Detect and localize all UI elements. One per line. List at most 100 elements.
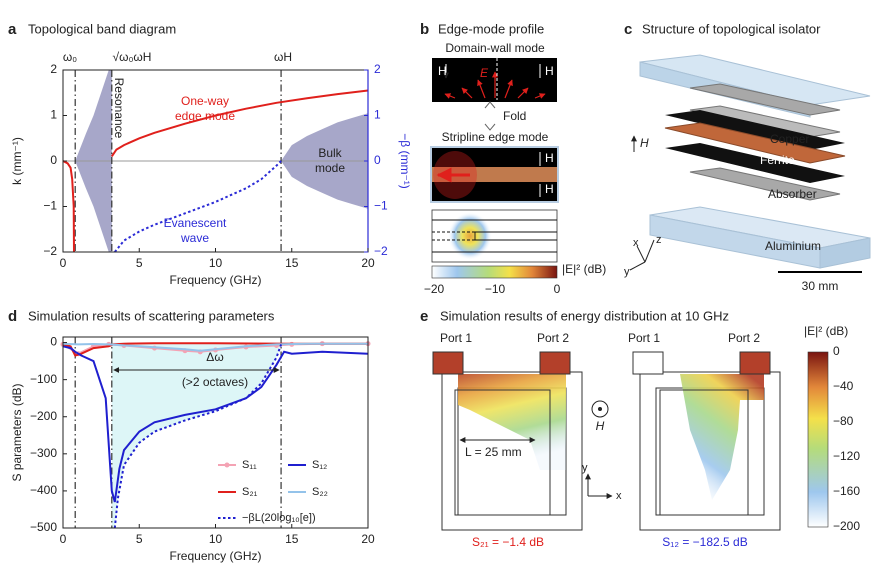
annotation: wave	[180, 231, 209, 245]
colorbar	[431, 265, 558, 279]
y-tick-label: −300	[30, 446, 57, 460]
inner-outline	[659, 389, 749, 516]
y-axis-label: S parameters (dB)	[10, 383, 24, 481]
axis-label: y	[582, 462, 588, 474]
axes-icon	[585, 473, 613, 499]
y2-tick-label: 1	[374, 108, 381, 122]
length-label: L = 25 mm	[465, 445, 522, 459]
ferrite	[665, 143, 845, 183]
panel-title: Structure of topological isolator	[642, 21, 821, 36]
series-line	[113, 344, 283, 529]
port	[632, 351, 664, 375]
h-symbol	[591, 400, 609, 418]
chart-title: Simulation results of scattering paramet…	[28, 308, 275, 323]
series-line	[62, 345, 369, 503]
h-label: H	[545, 151, 554, 165]
e-label: E	[480, 66, 489, 80]
x-axis-label: Frequency (GHz)	[169, 273, 261, 287]
panel-letter: b	[420, 21, 429, 38]
panel-letter: d	[8, 308, 17, 325]
annotation: ω₀	[63, 50, 77, 64]
x-tick-label: 5	[136, 532, 143, 546]
field-map	[680, 374, 764, 500]
copper	[664, 122, 846, 164]
port-label: Port 1	[440, 331, 472, 345]
panel-title: Simulation results of energy distributio…	[440, 308, 729, 323]
layer-label: Aluminium	[765, 239, 821, 253]
annotation: mode	[315, 161, 345, 175]
y2-tick-label: 0	[374, 153, 381, 167]
x-tick-label: 15	[285, 532, 299, 546]
label: Stripline edge mode	[442, 130, 549, 144]
y2-tick-label: −1	[374, 199, 388, 213]
caption: S₁₂ = −182.5 dB	[662, 535, 747, 549]
colorbar-tick: −80	[833, 414, 854, 428]
x-tick-label: 20	[361, 532, 375, 546]
annotation: Bulk	[318, 146, 342, 160]
h-dot	[598, 407, 602, 411]
x-tick-label: 20	[361, 256, 375, 270]
y-tick-label: −200	[30, 409, 57, 423]
panel-b: b Edge-mode profile Domain-wall mode H H…	[420, 21, 606, 296]
legend-label: −βL(20log₁₀[e])	[242, 512, 316, 524]
base-end	[819, 237, 871, 269]
panel-title: Edge-mode profile	[438, 21, 544, 36]
y-tick-label: 2	[50, 62, 57, 76]
y-tick-label: −2	[43, 244, 57, 258]
label: Domain-wall mode	[445, 41, 545, 55]
legend-label: S₂₂	[312, 486, 328, 498]
h-label: H	[545, 182, 554, 196]
x-axis-label: Frequency (GHz)	[169, 549, 261, 563]
chart: d Simulation results of scattering parame…	[8, 308, 375, 563]
series-line	[110, 89, 369, 157]
port	[432, 351, 464, 375]
colorbar-label: |E|² (dB)	[562, 262, 606, 276]
x-tick-label: 10	[209, 256, 223, 270]
colorbar-tick: 0	[554, 282, 561, 296]
h-label: H	[545, 64, 554, 78]
annotation: edge mode	[175, 109, 235, 123]
series-line	[62, 342, 368, 352]
absorber-frame	[689, 83, 841, 116]
annotation: One-way	[181, 94, 229, 108]
annotation: ωH	[274, 50, 292, 64]
series-line	[114, 160, 282, 253]
stripline-outline	[432, 219, 557, 253]
colorbar-tick: −120	[833, 449, 860, 463]
y-tick-label: −100	[30, 372, 57, 386]
legend-label: S₂₁	[242, 486, 258, 498]
port-label: Port 2	[728, 331, 760, 345]
axis-label: y	[624, 266, 630, 278]
series-line	[62, 160, 75, 253]
port	[739, 351, 771, 375]
ferrite-top	[665, 110, 845, 150]
colorbar-label: |E|² (dB)	[804, 324, 848, 338]
annotation: Resonance	[112, 78, 126, 139]
colorbar-tick: −40	[833, 379, 854, 393]
y-tick-label: 0	[50, 153, 57, 167]
annotation: Evanescent	[164, 216, 227, 230]
port-label: Port 2	[537, 331, 569, 345]
x-tick-label: 5	[136, 256, 143, 270]
y-tick-label: −400	[30, 483, 57, 497]
annotation: Δω	[206, 350, 223, 364]
colorbar-tick: −20	[424, 282, 445, 296]
panel-e: e Simulation results of energy distribut…	[420, 308, 860, 549]
legend-label: S₁₁	[242, 459, 257, 471]
x-tick-label: 10	[209, 532, 223, 546]
y2-tick-label: −2	[374, 244, 388, 258]
y2-axis-label: −β (mm⁻¹)	[398, 133, 412, 189]
y-tick-label: 1	[50, 108, 57, 122]
axis-label: x	[633, 237, 639, 249]
absorber	[689, 167, 841, 201]
field-blob	[448, 212, 492, 260]
annotation: (>2 octaves)	[182, 375, 248, 389]
y2-tick-label: 2	[374, 62, 381, 76]
layer-label: Absorber	[768, 187, 817, 201]
port	[539, 351, 571, 375]
inner-outline	[454, 389, 551, 516]
panel-letter: e	[420, 308, 428, 325]
layer-label: Copper	[770, 132, 809, 146]
